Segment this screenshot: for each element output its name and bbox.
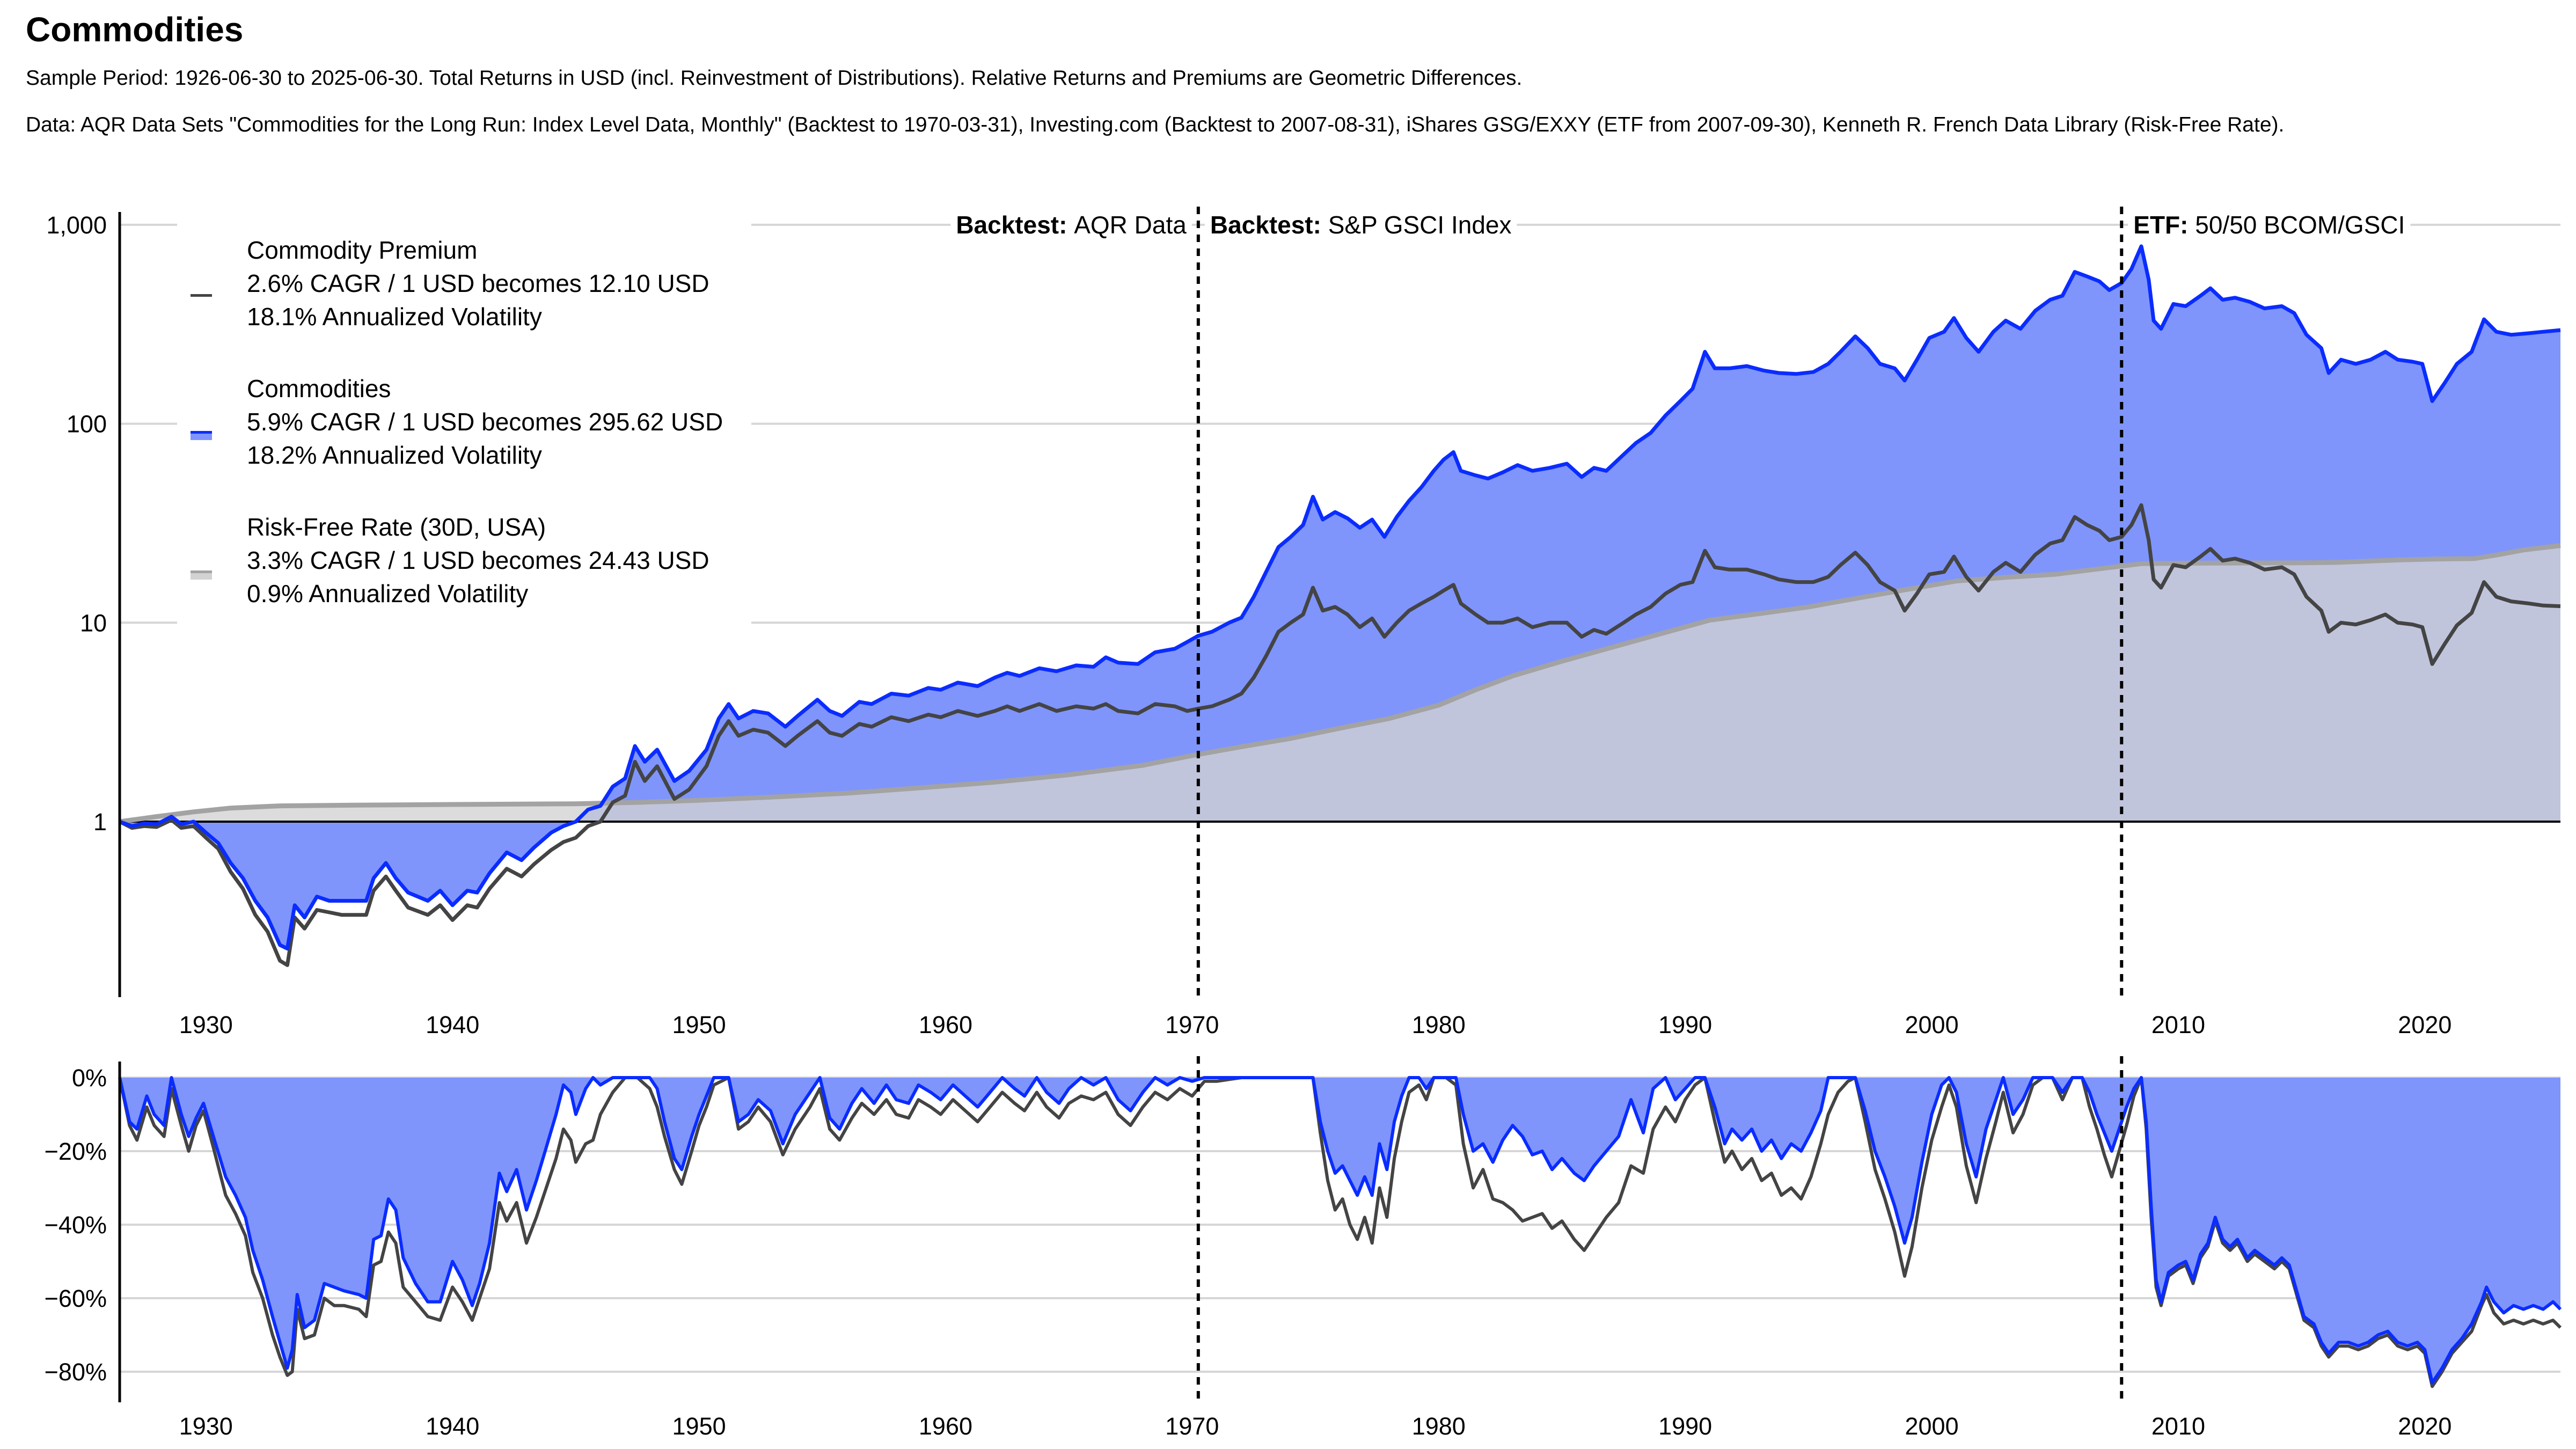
main-x-tick-label: 2020 [2398, 1011, 2451, 1038]
legend: Commodity Premium 2.6% CAGR / 1 USD beco… [177, 212, 751, 631]
drawdown-x-tick-label: 1960 [919, 1413, 972, 1440]
period-annotation-bg [950, 209, 1192, 241]
main-y-tick-label: 10 [80, 609, 107, 636]
legend-risk-free-stats: 3.3% CAGR / 1 USD becomes 24.43 USD [247, 546, 709, 574]
legend-premium-name: Commodity Premium [247, 236, 477, 264]
period-annotation: Backtest: AQR Data [956, 211, 1187, 239]
drawdown-x-tick-label: 1930 [179, 1413, 233, 1440]
drawdown-x-tick-label: 2020 [2398, 1413, 2451, 1440]
period-annotations: Backtest: AQR Data Backtest: S&P GSCI Ind… [950, 209, 2411, 241]
legend-premium-vol: 18.1% Annualized Volatility [247, 303, 542, 331]
period-annotation: ETF: 50/50 BCOM/GSCI [2133, 211, 2405, 239]
legend-background [177, 212, 751, 631]
main-y-tick-label: 1 [93, 808, 107, 836]
main-axes: 1,000 100 10 1 1930 1940 1950 1960 1970 1980 1990 2… [46, 211, 2451, 1038]
legend-risk-free-name: Risk-Free Rate (30D, USA) [247, 513, 546, 541]
legend-commodities-vol: 18.2% Annualized Volatility [247, 441, 542, 469]
drawdown-x-tick-label: 1990 [1658, 1413, 1712, 1440]
main-areas [120, 246, 2560, 949]
subtitle-data-sources: Data: AQR Data Sets "Commodities for the… [26, 113, 2285, 136]
legend-swatch-dark-line-icon [191, 294, 212, 297]
subtitle-sample-period: Sample Period: 1926-06-30 to 2025-06-30.… [26, 67, 1523, 90]
legend-commodities-name: Commodities [247, 375, 391, 402]
legend-premium-stats: 2.6% CAGR / 1 USD becomes 12.10 USD [247, 269, 709, 297]
legend-swatch-blue-line-icon [191, 431, 212, 434]
legend-swatch-blue-area-icon [191, 433, 212, 440]
chart-title: Commodities [26, 10, 244, 49]
drawdown-x-tick-label: 2000 [1905, 1413, 1958, 1440]
period-annotation-bold: Backtest: [1210, 211, 1328, 239]
drawdown-x-tick-label: 1970 [1165, 1413, 1219, 1440]
main-x-tick-label: 1930 [179, 1011, 233, 1038]
main-x-tick-label: 1970 [1165, 1011, 1219, 1038]
main-x-tick-label: 1980 [1412, 1011, 1466, 1038]
period-annotation-bold: Backtest: [956, 211, 1074, 239]
period-annotation-text: S&P GSCI Index [1328, 211, 1512, 239]
drawdown-x-tick-label: 1950 [672, 1413, 726, 1440]
drawdown-axes: 0% −20% −40% −60% −80% 1930 1940 1950 1960 1970 19… [45, 1062, 2451, 1440]
main-x-tick-label: 2000 [1905, 1011, 1958, 1038]
main-y-tick-label: 1,000 [46, 211, 107, 239]
commodities-line [119, 244, 2561, 951]
legend-commodities-stats: 5.9% CAGR / 1 USD becomes 295.62 USD [247, 408, 723, 436]
period-divider-lines [1196, 207, 2124, 1402]
risk-free-area [120, 545, 2560, 822]
period-annotation-bg [1204, 209, 1517, 241]
main-x-tick-label: 1950 [672, 1011, 726, 1038]
legend-item-commodities: Commodities 5.9% CAGR / 1 USD becomes 29… [191, 375, 723, 469]
legend-item-risk-free: Risk-Free Rate (30D, USA) 3.3% CAGR / 1 … [191, 513, 709, 608]
period-annotation: Backtest: S&P GSCI Index [1210, 211, 1512, 239]
legend-swatch-grey-line-icon [191, 570, 212, 573]
risk-free-line [119, 543, 2561, 824]
drawdown-x-tick-label: 1980 [1412, 1413, 1466, 1440]
main-y-tick-label: 100 [67, 411, 107, 438]
legend-item-premium: Commodity Premium 2.6% CAGR / 1 USD beco… [191, 236, 709, 331]
commodity-premium-line [119, 503, 2561, 967]
drawdown-x-tick-label: 1940 [426, 1413, 479, 1440]
legend-risk-free-vol: 0.9% Annualized Volatility [247, 580, 528, 608]
drawdown-areas [120, 1078, 2560, 1383]
legend-swatch-grey-area-icon [191, 572, 212, 580]
drawdown-y-tick-label: −20% [45, 1138, 107, 1165]
drawdown-y-tick-label: 0% [72, 1064, 107, 1092]
main-x-tick-label: 2010 [2151, 1011, 2205, 1038]
drawdown-y-tick-label: −80% [45, 1358, 107, 1386]
period-annotation-text: 50/50 BCOM/GSCI [2195, 211, 2405, 239]
main-x-tick-label: 1990 [1658, 1011, 1712, 1038]
drawdown-y-tick-label: −40% [45, 1211, 107, 1239]
drawdown-x-tick-label: 2010 [2151, 1413, 2205, 1440]
main-x-tick-label: 1940 [426, 1011, 479, 1038]
period-annotation-text: AQR Data [1074, 211, 1187, 239]
drawdown-y-tick-label: −60% [45, 1285, 107, 1312]
main-lines [119, 244, 2561, 967]
drawdown-lines [118, 1076, 2562, 1388]
drawdown-commodities-area [120, 1078, 2560, 1383]
period-annotation-bold: ETF: [2133, 211, 2195, 239]
main-x-tick-label: 1960 [919, 1011, 972, 1038]
period-annotation-bg [2128, 209, 2411, 241]
drawdown-commodities-line [118, 1076, 2562, 1385]
